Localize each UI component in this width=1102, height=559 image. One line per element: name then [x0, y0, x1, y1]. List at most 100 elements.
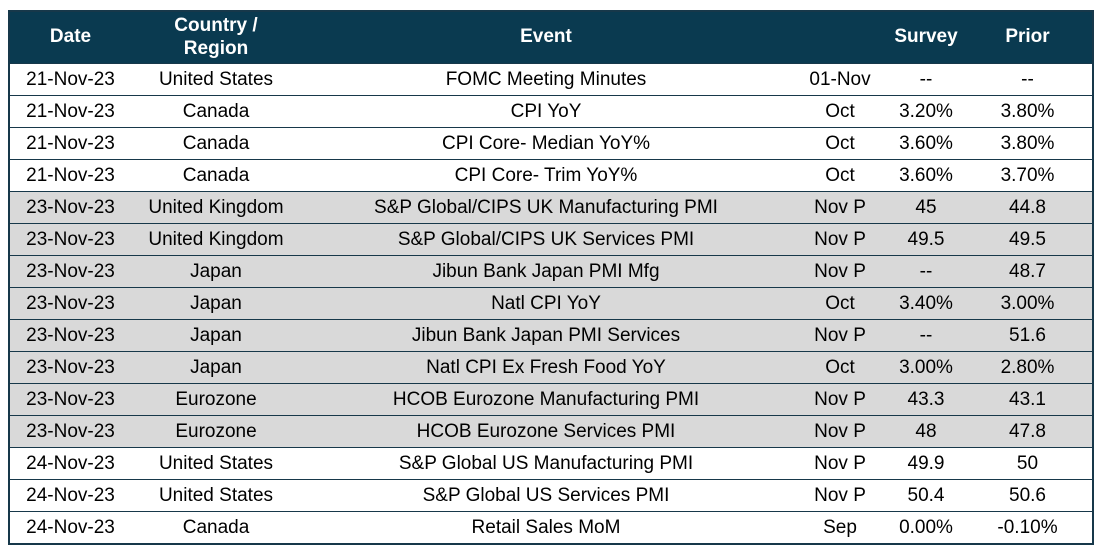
column-header-survey: Survey: [889, 11, 963, 64]
cell-event: CPI YoY: [301, 95, 791, 128]
cell-date: 23-Nov-23: [9, 415, 131, 448]
cell-prior: 3.80%: [963, 127, 1093, 160]
economic-calendar-table: Date Country / Region Event Survey Prior 21-…: [8, 10, 1094, 545]
cell-event: Jibun Bank Japan PMI Mfg: [301, 255, 791, 288]
table-row: 24-Nov-23 Canada Retail Sales MoM Sep 0.00% -…: [9, 511, 1093, 544]
cell-period: Nov P: [791, 223, 889, 256]
cell-prior: 3.00%: [963, 287, 1093, 320]
cell-prior: 2.80%: [963, 351, 1093, 384]
cell-date: 23-Nov-23: [9, 351, 131, 384]
cell-date: 21-Nov-23: [9, 159, 131, 192]
cell-country: United States: [131, 479, 301, 512]
cell-prior: 47.8: [963, 415, 1093, 448]
table-body: 21-Nov-23 United States FOMC Meeting Minut…: [9, 63, 1093, 544]
cell-survey: --: [889, 255, 963, 288]
cell-country: Japan: [131, 351, 301, 384]
cell-event: S&P Global/CIPS UK Manufacturing PMI: [301, 191, 791, 224]
cell-event: Jibun Bank Japan PMI Services: [301, 319, 791, 352]
table-row: 21-Nov-23 United States FOMC Meeting Minut…: [9, 63, 1093, 96]
cell-country: Canada: [131, 95, 301, 128]
cell-survey: 49.5: [889, 223, 963, 256]
cell-event: Natl CPI Ex Fresh Food YoY: [301, 351, 791, 384]
cell-prior: 44.8: [963, 191, 1093, 224]
cell-country: Eurozone: [131, 415, 301, 448]
cell-date: 23-Nov-23: [9, 255, 131, 288]
cell-event: Natl CPI YoY: [301, 287, 791, 320]
cell-survey: 0.00%: [889, 511, 963, 544]
cell-event: HCOB Eurozone Manufacturing PMI: [301, 383, 791, 416]
cell-date: 21-Nov-23: [9, 127, 131, 160]
cell-survey: --: [889, 319, 963, 352]
cell-survey: 3.40%: [889, 287, 963, 320]
cell-date: 23-Nov-23: [9, 319, 131, 352]
cell-date: 24-Nov-23: [9, 479, 131, 512]
cell-country: United Kingdom: [131, 223, 301, 256]
cell-prior: 3.70%: [963, 159, 1093, 192]
cell-country: United States: [131, 447, 301, 480]
cell-country: Canada: [131, 159, 301, 192]
cell-country: United Kingdom: [131, 191, 301, 224]
cell-prior: 48.7: [963, 255, 1093, 288]
cell-date: 23-Nov-23: [9, 383, 131, 416]
table-row: 21-Nov-23 Canada CPI Core- Trim YoY% Oct 3.6…: [9, 159, 1093, 192]
table-row: 21-Nov-23 Canada CPI Core- Median YoY% Oct 3…: [9, 127, 1093, 160]
cell-survey: 3.20%: [889, 95, 963, 128]
cell-prior: 49.5: [963, 223, 1093, 256]
cell-date: 24-Nov-23: [9, 447, 131, 480]
cell-period: Sep: [791, 511, 889, 544]
cell-period: 01-Nov: [791, 63, 889, 96]
cell-country: United States: [131, 63, 301, 96]
cell-period: Oct: [791, 351, 889, 384]
table-row: 23-Nov-23 United Kingdom S&P Global/CIPS U…: [9, 191, 1093, 224]
cell-period: Nov P: [791, 191, 889, 224]
table-row: 23-Nov-23 Eurozone HCOB Eurozone Services …: [9, 415, 1093, 448]
cell-prior: 51.6: [963, 319, 1093, 352]
column-header-period: [791, 11, 889, 64]
cell-country: Eurozone: [131, 383, 301, 416]
cell-period: Oct: [791, 95, 889, 128]
table-row: 23-Nov-23 United Kingdom S&P Global/CIPS U…: [9, 223, 1093, 256]
cell-survey: 50.4: [889, 479, 963, 512]
cell-prior: 3.80%: [963, 95, 1093, 128]
cell-survey: 3.60%: [889, 159, 963, 192]
cell-date: 23-Nov-23: [9, 223, 131, 256]
cell-period: Nov P: [791, 255, 889, 288]
cell-survey: 49.9: [889, 447, 963, 480]
cell-survey: --: [889, 63, 963, 96]
cell-date: 23-Nov-23: [9, 191, 131, 224]
cell-country: Canada: [131, 511, 301, 544]
cell-event: FOMC Meeting Minutes: [301, 63, 791, 96]
cell-period: Oct: [791, 127, 889, 160]
cell-survey: 43.3: [889, 383, 963, 416]
cell-event: S&P Global US Services PMI: [301, 479, 791, 512]
table-row: 21-Nov-23 Canada CPI YoY Oct 3.20% 3.80%: [9, 95, 1093, 128]
cell-event: S&P Global US Manufacturing PMI: [301, 447, 791, 480]
table-row: 24-Nov-23 United States S&P Global US Manu…: [9, 447, 1093, 480]
cell-prior: 50.6: [963, 479, 1093, 512]
cell-date: 21-Nov-23: [9, 63, 131, 96]
cell-event: CPI Core- Median YoY%: [301, 127, 791, 160]
table-row: 23-Nov-23 Japan Jibun Bank Japan PMI Servi…: [9, 319, 1093, 352]
table-row: 23-Nov-23 Japan Jibun Bank Japan PMI Mfg No…: [9, 255, 1093, 288]
column-header-prior: Prior: [963, 11, 1093, 64]
cell-period: Nov P: [791, 415, 889, 448]
cell-period: Nov P: [791, 319, 889, 352]
column-header-event: Event: [301, 11, 791, 64]
cell-period: Oct: [791, 287, 889, 320]
cell-date: 24-Nov-23: [9, 511, 131, 544]
cell-period: Nov P: [791, 447, 889, 480]
table-header: Date Country / Region Event Survey Prior: [9, 11, 1093, 64]
cell-period: Nov P: [791, 479, 889, 512]
cell-prior: 50: [963, 447, 1093, 480]
column-header-country: Country / Region: [131, 11, 301, 64]
cell-prior: --: [963, 63, 1093, 96]
cell-country: Japan: [131, 287, 301, 320]
cell-prior: -0.10%: [963, 511, 1093, 544]
table-row: 23-Nov-23 Japan Natl CPI Ex Fresh Food YoY…: [9, 351, 1093, 384]
table-row: 23-Nov-23 Eurozone HCOB Eurozone Manufactu…: [9, 383, 1093, 416]
cell-survey: 45: [889, 191, 963, 224]
cell-survey: 3.00%: [889, 351, 963, 384]
table-row: 24-Nov-23 United States S&P Global US Serv…: [9, 479, 1093, 512]
table-header-row: Date Country / Region Event Survey Prior: [9, 11, 1093, 64]
cell-event: S&P Global/CIPS UK Services PMI: [301, 223, 791, 256]
